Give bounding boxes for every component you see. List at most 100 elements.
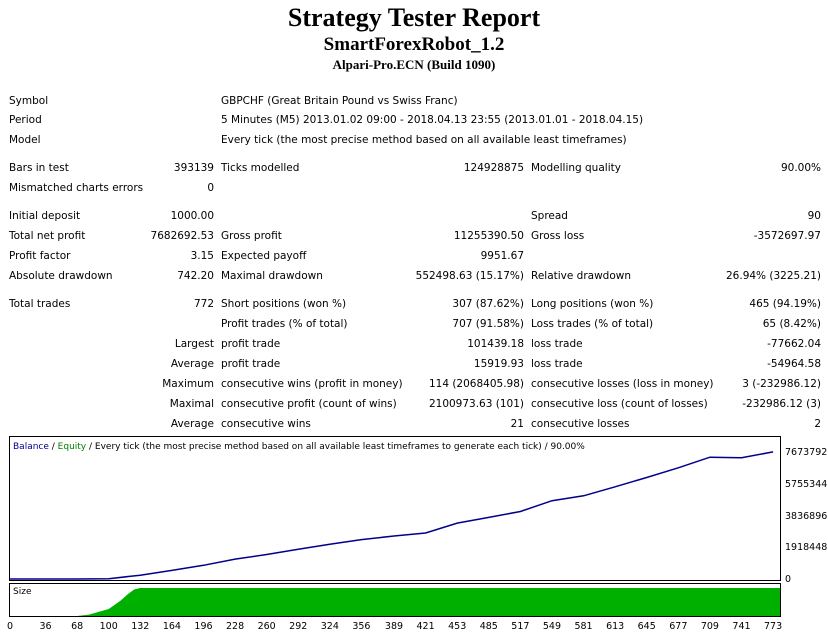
x-tick-label: 677 [669, 621, 688, 632]
largest-profit-label: profit trade [221, 338, 281, 350]
x-tick-label: 356 [352, 621, 371, 632]
y-tick-label: 0 [785, 574, 792, 585]
maximal-loss-label: consecutive loss (count of losses) [531, 398, 708, 410]
x-tick-label: 100 [99, 621, 118, 632]
largest-prefix: Largest [174, 338, 214, 350]
profit-trades-label: Profit trades (% of total) [221, 318, 348, 330]
gross-profit-value: 11255390.50 [453, 230, 524, 242]
y-tick-label: 1918448 [785, 542, 828, 554]
x-tick-label: 196 [194, 621, 213, 632]
ticks-value: 124928875 [463, 162, 524, 174]
long-label: Long positions (won %) [531, 298, 654, 310]
maximum-profit-value: 114 (2068405.98) [428, 378, 524, 390]
x-tick-label: 164 [162, 621, 181, 632]
max-drawdown-label: Maximal drawdown [221, 270, 323, 282]
x-tick-label: 228 [225, 621, 245, 632]
maximal-loss-value: -232986.12 (3) [742, 398, 821, 410]
x-tick-label: 741 [732, 621, 751, 632]
short-label: Short positions (won %) [221, 298, 347, 310]
gross-loss-value: -3572697.97 [753, 230, 821, 242]
average-consec-wins-value: 21 [510, 418, 524, 430]
maximum-prefix: Maximum [162, 378, 214, 390]
x-tick-label: 613 [606, 621, 625, 632]
balance-chart: Balance / Equity / Every tick (the most … [9, 436, 781, 581]
max-drawdown-value: 552498.63 (15.17%) [415, 270, 524, 282]
spread-label: Spread [531, 210, 568, 222]
balance-series-line [10, 451, 774, 580]
loss-trades-label: Loss trades (% of total) [531, 318, 654, 330]
legend-rest: / Every tick (the most precise method ba… [86, 442, 585, 452]
x-tick-label: 0 [6, 621, 14, 632]
chart-legend: Balance / Equity / Every tick (the most … [13, 442, 585, 452]
model-label: Model [9, 134, 41, 146]
size-area [10, 588, 780, 616]
expected-payoff-label: Expected payoff [221, 250, 307, 262]
x-tick-label: 292 [289, 621, 308, 632]
y-tick-label: 3836896 [785, 510, 828, 522]
gross-loss-label: Gross loss [531, 230, 585, 242]
average-prefix: Average [170, 358, 214, 370]
largest-loss-label: loss trade [531, 338, 583, 350]
gross-profit-label: Gross profit [221, 230, 282, 242]
abs-drawdown-value: 742.20 [177, 270, 214, 282]
x-tick-label: 581 [574, 621, 593, 632]
total-trades-label: Total trades [9, 298, 71, 310]
largest-loss-value: -77662.04 [767, 338, 821, 350]
average-consec-wins-label: consecutive wins [221, 418, 311, 430]
abs-drawdown-label: Absolute drawdown [9, 270, 113, 282]
period-label: Period [9, 114, 42, 126]
legend-equity: Equity [58, 442, 87, 452]
expert-name: SmartForexRobot_1.2 [323, 34, 505, 55]
total-trades-value: 772 [193, 298, 214, 310]
quality-value: 90.00% [780, 162, 821, 174]
symbol-value: GBPCHF (Great Britain Pound vs Swiss Fra… [221, 95, 458, 107]
average-profit-value: 15919.93 [473, 358, 524, 370]
size-label: Size [13, 587, 32, 597]
x-tick-label: 517 [511, 621, 530, 632]
x-tick-label: 421 [416, 621, 435, 632]
short-value: 307 (87.62%) [452, 298, 524, 310]
spread-value: 90 [807, 210, 821, 222]
net-profit-value: 7682692.53 [150, 230, 214, 242]
profit-factor-value: 3.15 [190, 250, 214, 262]
ticks-label: Ticks modelled [221, 162, 300, 174]
period-value: 5 Minutes (M5) 2013.01.02 09:00 - 2018.0… [221, 114, 644, 126]
average-loss-label: loss trade [531, 358, 583, 370]
x-tick-label: 709 [700, 621, 719, 632]
maximum-loss-label: consecutive losses (loss in money) [531, 378, 714, 390]
x-tick-label: 773 [764, 621, 783, 632]
x-tick-label: 453 [448, 621, 467, 632]
rel-drawdown-label: Relative drawdown [531, 270, 632, 282]
long-value: 465 (94.19%) [749, 298, 821, 310]
average-profit-label: profit trade [221, 358, 281, 370]
expected-payoff-value: 9951.67 [480, 250, 524, 262]
chart-frame [9, 436, 781, 581]
bars-label: Bars in test [9, 162, 69, 174]
mismatched-value: 0 [207, 182, 214, 194]
average-consec-losses-label: consecutive losses [531, 418, 630, 430]
largest-profit-value: 101439.18 [467, 338, 524, 350]
deposit-value: 1000.00 [170, 210, 214, 222]
report-title: Strategy Tester Report [287, 3, 541, 32]
profit-factor-label: Profit factor [9, 250, 71, 262]
model-value: Every tick (the most precise method base… [221, 134, 627, 146]
maximum-loss-value: 3 (-232986.12) [742, 378, 821, 390]
maximal-prefix: Maximal [169, 398, 214, 410]
legend-balance: Balance [13, 442, 49, 452]
mismatched-label: Mismatched charts errors [9, 182, 144, 194]
average-consec-losses-value: 2 [814, 418, 821, 430]
x-tick-label: 68 [71, 621, 84, 632]
profit-trades-value: 707 (91.58%) [452, 318, 524, 330]
loss-trades-value: 65 (8.42%) [762, 318, 821, 330]
x-tick-label: 485 [479, 621, 498, 632]
size-chart: Size [9, 583, 781, 617]
server-build: Alpari-Pro.ECN (Build 1090) [332, 57, 496, 72]
x-tick-label: 36 [39, 621, 52, 632]
y-tick-label: 7673792 [785, 447, 828, 458]
net-profit-label: Total net profit [9, 230, 86, 242]
x-tick-label: 132 [131, 621, 150, 632]
average-consec-prefix: Average [170, 418, 214, 430]
maximum-profit-label: consecutive wins (profit in money) [221, 378, 403, 390]
x-tick-label: 645 [637, 621, 656, 632]
bars-value: 393139 [173, 162, 214, 174]
